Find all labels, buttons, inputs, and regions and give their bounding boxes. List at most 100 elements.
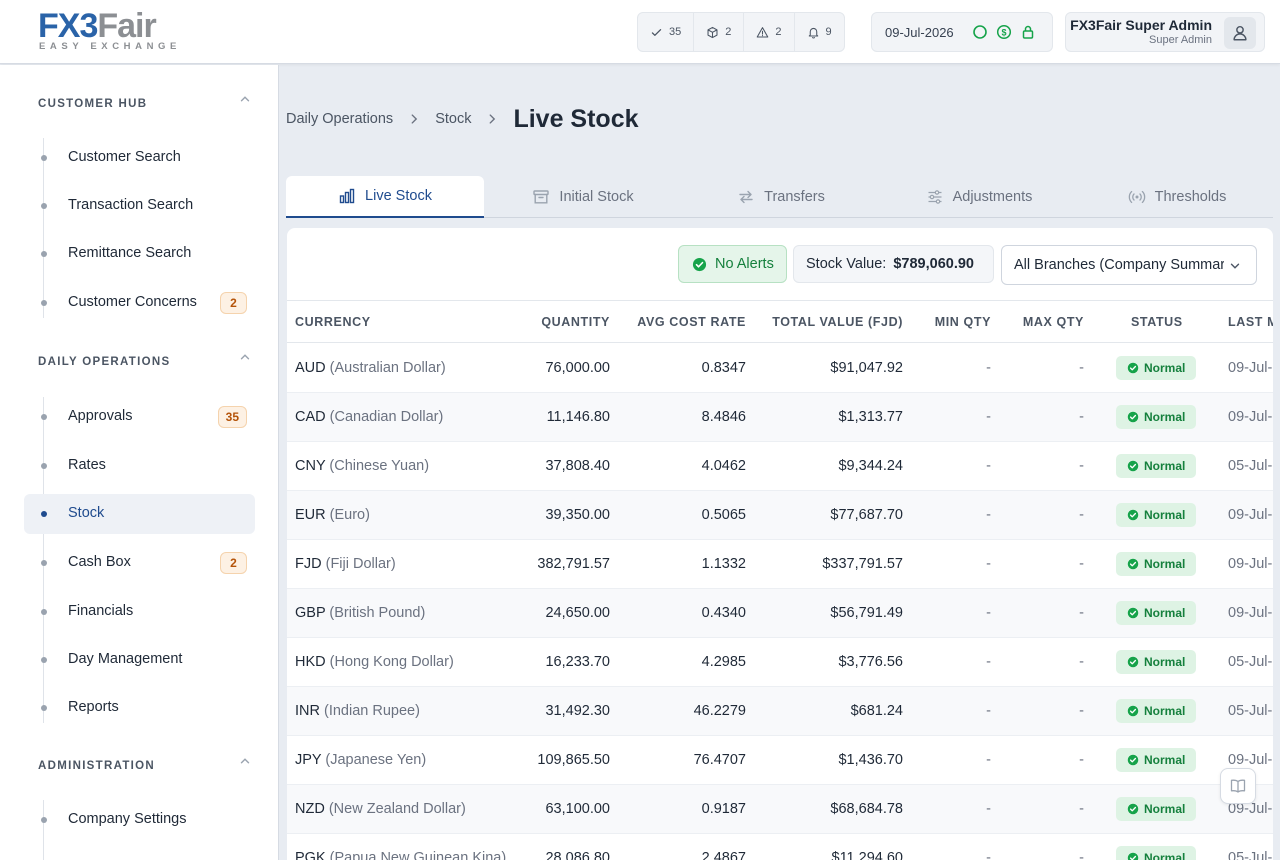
column-header-quantity[interactable]: QUANTITY	[541, 315, 610, 329]
notifications-stat[interactable]: 9	[795, 13, 844, 51]
status-badge: Normal	[1116, 699, 1196, 723]
column-header-max-qty[interactable]: MAX QTY	[1022, 315, 1084, 329]
help-book-button[interactable]	[1220, 768, 1256, 804]
column-header-status[interactable]: STATUS	[1131, 315, 1183, 329]
sidebar-item-label: Cash Box	[68, 554, 131, 570]
avg-cost-rate-cell: 46.2279	[693, 703, 746, 719]
stock-stat[interactable]: 2	[694, 13, 745, 51]
sidebar-item-approvals[interactable]: Approvals 35	[24, 397, 255, 437]
currency-code: HKD	[295, 654, 326, 670]
sidebar-item-label: Financials	[68, 603, 134, 619]
tab-live-stock[interactable]: Live Stock	[286, 176, 484, 218]
table-row[interactable]: EUR (Euro) 39,350.00 0.5065 $77,687.70 - - Nor…	[287, 491, 1273, 540]
breadcrumb-daily-operations[interactable]: Daily Operations	[286, 111, 394, 127]
nav-dot	[41, 817, 47, 823]
status-label: Normal	[1144, 802, 1186, 816]
dollar-icon[interactable]: $	[996, 24, 1012, 40]
table-row[interactable]: PGK (Papua New Guinean Kina) 28,086.80 2.4…	[287, 834, 1273, 860]
tab-thresholds[interactable]: Thresholds	[1078, 176, 1276, 218]
table-row[interactable]: HKD (Hong Kong Dollar) 16,233.70 4.2985 $3,…	[287, 638, 1273, 687]
avatar[interactable]	[1224, 17, 1256, 49]
min-qty-cell: -	[986, 801, 991, 817]
count-badge: 2	[220, 292, 247, 314]
column-header-min-qty[interactable]: MIN QTY	[934, 315, 991, 329]
table-row[interactable]: FJD (Fiji Dollar) 382,791.57 1.1332 $337,79…	[287, 540, 1273, 589]
sidebar-item-label: Approvals	[68, 408, 133, 424]
section-title-daily-operations[interactable]: DAILY OPERATIONS	[38, 356, 171, 368]
sidebar-item-reports[interactable]: Reports	[24, 688, 255, 728]
currency-code: EUR	[295, 507, 326, 523]
table-row[interactable]: CNY (Chinese Yuan) 37,808.40 4.0462 $9,344.…	[287, 442, 1273, 491]
alerts-badge[interactable]: No Alerts	[678, 245, 787, 283]
branch-select-value: All Branches (Company Summary)	[1014, 257, 1224, 273]
section-title-customer-hub[interactable]: CUSTOMER HUB	[38, 98, 148, 110]
sidebar-item-day-management[interactable]: Day Management	[24, 640, 255, 680]
table-row[interactable]: GBP (British Pound) 24,650.00 0.4340 $56,79…	[287, 589, 1273, 638]
brand-logo[interactable]: FX3Fair EASY EXCHANGE	[38, 9, 188, 54]
min-qty-cell: -	[986, 752, 991, 768]
lock-icon[interactable]	[1020, 24, 1036, 40]
warnings-stat[interactable]: 2	[744, 13, 795, 51]
approvals-stat[interactable]: 35	[638, 13, 695, 51]
circle-status-icon[interactable]	[972, 24, 988, 40]
sidebar-item-customer-search[interactable]: Customer Search	[24, 138, 255, 178]
min-qty-cell: -	[986, 703, 991, 719]
user-menu[interactable]: FX3Fair Super Admin Super Admin	[1065, 12, 1265, 52]
transfer-arrows-icon	[739, 190, 753, 204]
business-date-box: 09-Jul-2026 $	[871, 12, 1053, 52]
last-modified-cell: 05-Jul-2026	[1228, 458, 1273, 474]
check-circle-icon	[1127, 754, 1139, 766]
tab-adjustments[interactable]: Adjustments	[880, 176, 1078, 218]
table-row[interactable]: JPY (Japanese Yen) 109,865.50 76.4707 $1,43…	[287, 736, 1273, 785]
breadcrumb: Daily Operations Stock Live Stock	[286, 102, 639, 136]
section-title-administration[interactable]: ADMINISTRATION	[38, 760, 156, 772]
table-row[interactable]: CAD (Canadian Dollar) 11,146.80 8.4846 $1,3…	[287, 393, 1273, 442]
max-qty-cell: -	[1079, 507, 1084, 523]
last-modified-cell: 09-Jul-2026	[1228, 409, 1273, 425]
nav-dot	[41, 560, 47, 566]
chevron-up-icon[interactable]	[238, 754, 252, 768]
sidebar-item-transaction-search[interactable]: Transaction Search	[24, 186, 255, 226]
bar-chart-icon	[339, 188, 355, 204]
table-row[interactable]: NZD (New Zealand Dollar) 63,100.00 0.9187 $…	[287, 785, 1273, 834]
branch-select[interactable]: All Branches (Company Summary)	[1001, 245, 1257, 285]
status-label: Normal	[1144, 361, 1186, 375]
currency-cell: HKD (Hong Kong Dollar)	[295, 654, 454, 670]
column-header-last-modified[interactable]: LAST MODIFIED	[1228, 315, 1273, 329]
sidebar-item-rates[interactable]: Rates	[24, 446, 255, 486]
table-row[interactable]: AUD (Australian Dollar) 76,000.00 0.8347 $9…	[287, 344, 1273, 393]
column-header-currency[interactable]: CURRENCY	[295, 315, 371, 329]
status-label: Normal	[1144, 410, 1186, 424]
status-badge: Normal	[1116, 552, 1196, 576]
currency-name: (Hong Kong Dollar)	[329, 654, 454, 670]
column-header-total-value[interactable]: TOTAL VALUE (FJD)	[772, 315, 903, 329]
sidebar-item-remittance-search[interactable]: Remittance Search	[24, 234, 255, 274]
currency-code: CAD	[295, 409, 326, 425]
currency-name: (British Pound)	[329, 605, 426, 621]
approvals-count: 35	[669, 26, 682, 38]
sidebar-item-financials[interactable]: Financials	[24, 592, 255, 632]
min-qty-cell: -	[986, 605, 991, 621]
sidebar-item-company-settings[interactable]: Company Settings	[24, 800, 255, 840]
header-stats: 35 2 2 9	[637, 12, 845, 52]
chevron-up-icon[interactable]	[238, 92, 252, 106]
column-header-avg-cost-rate[interactable]: AVG COST RATE	[637, 315, 746, 329]
sidebar-item-cash-box[interactable]: Cash Box 2	[24, 543, 255, 583]
last-modified-cell: 09-Jul-2026	[1228, 507, 1273, 523]
tab-initial-stock[interactable]: Initial Stock	[484, 176, 682, 218]
nav-dot	[41, 251, 47, 257]
chevron-up-icon[interactable]	[238, 350, 252, 364]
chevron-down-icon	[1230, 263, 1240, 269]
check-circle-icon	[1127, 656, 1139, 668]
tab-transfers[interactable]: Transfers	[682, 176, 880, 218]
currency-code: AUD	[295, 360, 326, 376]
box-icon	[707, 26, 718, 38]
check-circle-icon	[1127, 607, 1139, 619]
max-qty-cell: -	[1079, 556, 1084, 572]
table-row[interactable]: INR (Indian Rupee) 31,492.30 46.2279 $681.2…	[287, 687, 1273, 736]
warning-icon	[757, 26, 769, 37]
breadcrumb-stock[interactable]: Stock	[435, 111, 472, 127]
quantity-cell: 24,650.00	[545, 605, 610, 621]
sidebar-item-stock[interactable]: Stock	[24, 494, 255, 534]
sidebar-item-customer-concerns[interactable]: Customer Concerns 2	[24, 283, 255, 323]
